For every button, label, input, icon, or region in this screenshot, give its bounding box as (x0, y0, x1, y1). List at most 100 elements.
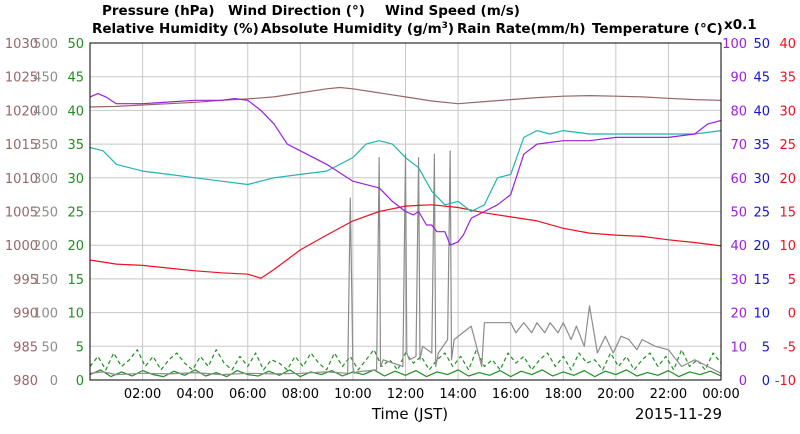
x-axis-labels: 02:00 04:00 06:00 08:00 10:00 12:00 14:00 16:00… (124, 387, 740, 402)
series-line-wind-speed (90, 349, 721, 371)
tick-label-wind-direction: 0 (50, 374, 58, 389)
series-line-humidity (90, 92, 721, 246)
legend-absolute-humidity: Absolute Humidity (g/m3) (261, 21, 454, 37)
tick-label-pressure: 995 (13, 273, 38, 288)
legend-wind-direction: Wind Direction (°) (228, 3, 365, 19)
x-tick-label: 04:00 (176, 387, 213, 402)
date-label: 2015-11-29 (635, 405, 722, 423)
tick-label-temperature: 0 (788, 307, 796, 322)
tick-label-temperature: 30 (779, 104, 796, 119)
tick-label-humidity: 10 (730, 340, 747, 355)
series-layer (90, 86, 721, 378)
tick-label-temperature: 10 (779, 239, 796, 254)
x-tick-label: 12:00 (387, 387, 424, 402)
series-line-abs-humidity (90, 130, 721, 213)
right-axis-labels: 0102030405060708090100051015202530354045… (722, 37, 796, 389)
x-tick-label: 20:00 (597, 387, 634, 402)
x-tick-label: 18:00 (545, 387, 582, 402)
left-axis-labels: 9809859909951000100510101015102010251030… (5, 37, 84, 389)
tick-label-pressure: 1025 (5, 71, 38, 86)
legend-absolute-humidity-exponent: 3 (442, 21, 448, 31)
tick-label-pressure: 990 (13, 307, 38, 322)
tick-label-wind-speed: 30 (67, 172, 84, 187)
tick-label-wind-speed: 35 (67, 138, 84, 153)
plot-frame (89, 42, 722, 381)
legend-rain-rate: Rain Rate(mm/h) (457, 21, 586, 37)
series-line-wind-speed (90, 369, 721, 378)
tick-label-pressure: 1030 (5, 37, 38, 52)
tick-label-rain-rate: 35 (753, 138, 770, 153)
tick-label-rain-rate: 0 (762, 374, 770, 389)
legend-temperature: Temperature (°C) (592, 21, 723, 37)
tick-label-wind-direction: 200 (33, 239, 58, 254)
tick-label-wind-speed: 0 (76, 374, 84, 389)
tick-label-humidity: 50 (730, 206, 747, 221)
legend-wind-speed: Wind Speed (m/s) (385, 3, 520, 19)
tick-label-wind-speed: 45 (67, 71, 84, 86)
tick-label-wind-direction: 50 (41, 340, 58, 355)
x-tick-label: 10:00 (334, 387, 371, 402)
tick-label-humidity: 70 (730, 138, 747, 153)
tick-label-rain-rate: 25 (753, 206, 770, 221)
tick-label-humidity: 20 (730, 307, 747, 322)
legend-absolute-humidity-text: Absolute Humidity (g/m (261, 21, 442, 37)
tick-label-rain-rate: 30 (753, 172, 770, 187)
tick-label-humidity: 40 (730, 239, 747, 254)
tick-label-wind-direction: 300 (33, 172, 58, 187)
tick-label-wind-speed: 40 (67, 104, 84, 119)
tick-label-pressure: 1020 (5, 104, 38, 119)
x-tick-label: 06:00 (229, 387, 266, 402)
x-tick-label: 02:00 (124, 387, 161, 402)
tick-label-humidity: 80 (730, 104, 747, 119)
tick-label-wind-speed: 5 (76, 340, 84, 355)
tick-label-rain-rate: 45 (753, 71, 770, 86)
tick-label-pressure: 1005 (5, 206, 38, 221)
tick-label-humidity: 30 (730, 273, 747, 288)
tick-label-temperature: 35 (779, 71, 796, 86)
series-line-wind-direction (90, 150, 721, 376)
tick-label-pressure: 1000 (5, 239, 38, 254)
tick-label-temperature: 25 (779, 138, 796, 153)
tick-label-wind-speed: 25 (67, 206, 84, 221)
tick-label-wind-speed: 15 (67, 273, 84, 288)
tick-label-humidity: 90 (730, 71, 747, 86)
tick-label-wind-direction: 250 (33, 206, 58, 221)
tick-label-wind-speed: 20 (67, 239, 84, 254)
x-tick-label: 00:00 (702, 387, 739, 402)
tick-label-wind-direction: 350 (33, 138, 58, 153)
tick-label-pressure: 1015 (5, 138, 38, 153)
tick-label-temperature: 5 (788, 273, 796, 288)
legend-pressure: Pressure (hPa) (102, 3, 215, 19)
tick-label-wind-direction: 100 (33, 307, 58, 322)
tick-label-wind-direction: 500 (33, 37, 58, 52)
tick-label-wind-speed: 10 (67, 307, 84, 322)
tick-label-temperature: -5 (783, 340, 796, 355)
legend-absolute-humidity-close: ) (448, 21, 454, 37)
legend-relative-humidity: Relative Humidity (%) (92, 21, 259, 37)
tick-label-rain-rate: 20 (753, 239, 770, 254)
tick-label-temperature: 15 (779, 206, 796, 221)
tick-label-humidity: 0 (739, 374, 747, 389)
tick-label-wind-direction: 400 (33, 104, 58, 119)
tick-label-pressure: 985 (13, 340, 38, 355)
tick-label-humidity: 100 (722, 37, 747, 52)
x-tick-label: 16:00 (492, 387, 529, 402)
tick-label-rain-rate: 40 (753, 104, 770, 119)
tick-label-wind-direction: 450 (33, 71, 58, 86)
tick-label-temperature: 40 (779, 37, 796, 52)
x-tick-label: 14:00 (439, 387, 476, 402)
tick-label-wind-speed: 50 (67, 37, 84, 52)
tick-label-rain-rate: 50 (753, 37, 770, 52)
tick-label-humidity: 60 (730, 172, 747, 187)
x-axis-title: Time (JST) (371, 405, 448, 423)
tick-label-temperature: -10 (775, 374, 796, 389)
series-line-pressure (90, 86, 721, 108)
x-tick-label: 08:00 (282, 387, 319, 402)
tick-label-rain-rate: 10 (753, 307, 770, 322)
x-tick-label: 22:00 (650, 387, 687, 402)
tick-label-wind-direction: 150 (33, 273, 58, 288)
legend-scale-note: x0.1 (724, 17, 757, 33)
series-line-temperature (90, 204, 721, 279)
tick-label-rain-rate: 15 (753, 273, 770, 288)
